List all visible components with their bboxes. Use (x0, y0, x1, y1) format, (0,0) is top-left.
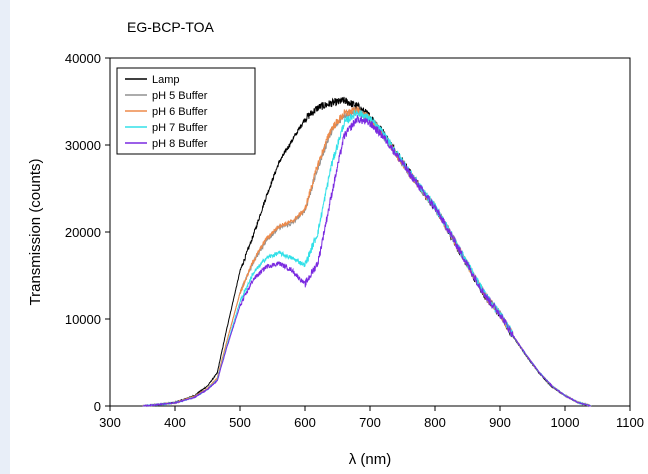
x-tick-label: 800 (424, 415, 446, 430)
y-tick-label: 30000 (65, 138, 101, 153)
legend-label: pH 5 Buffer (152, 90, 208, 102)
y-tick-label: 10000 (65, 312, 101, 327)
chart-title: EG-BCP-TOA (127, 19, 215, 35)
y-tick-label: 0 (94, 399, 101, 414)
chart-background (10, 0, 648, 474)
series-line-4 (142, 115, 591, 408)
series-line-3 (142, 109, 592, 407)
legend-label: pH 8 Buffer (152, 138, 208, 150)
y-tick-label: 20000 (65, 225, 101, 240)
x-axis: 300 400 500 600 700 800 900 1000 1100 (99, 406, 644, 430)
x-tick-label: 300 (99, 415, 121, 430)
x-tick-label: 1100 (616, 415, 644, 430)
legend: Lamp pH 5 Buffer pH 6 Buffer pH 7 Buffer pH … (116, 67, 256, 155)
legend-label: pH 7 Buffer (152, 122, 208, 134)
legend-label: Lamp (152, 74, 180, 86)
x-tick-label: 500 (229, 415, 251, 430)
x-axis-label: λ (nm) (349, 451, 392, 468)
x-tick-label: 600 (294, 415, 316, 430)
x-tick-label: 700 (359, 415, 381, 430)
legend-label: pH 6 Buffer (152, 106, 208, 118)
x-tick-label: 400 (164, 415, 186, 430)
x-tick-label: 900 (489, 415, 511, 430)
y-axis-label: Transmission (counts) (27, 159, 44, 306)
y-axis: 0 10000 20000 30000 40000 (65, 51, 110, 414)
y-tick-label: 40000 (65, 51, 101, 66)
x-tick-label: 1000 (551, 415, 580, 430)
series-lines (142, 96, 592, 408)
